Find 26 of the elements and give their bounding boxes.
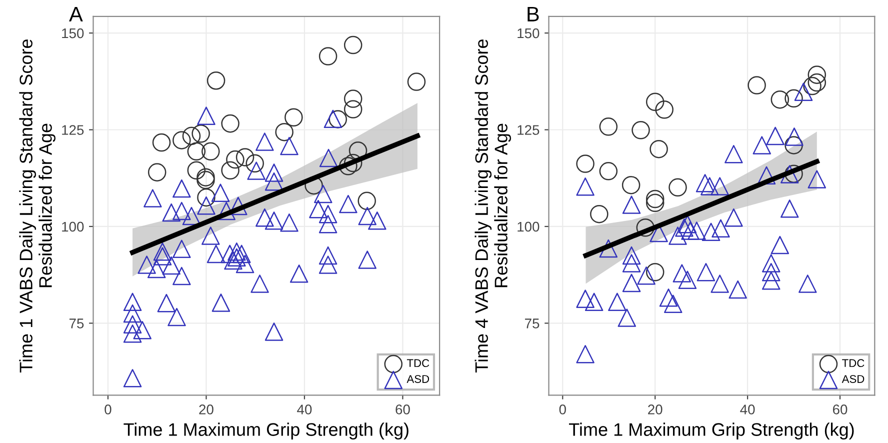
x-tick-label: 0 (104, 404, 112, 414)
chart-title: A (69, 6, 83, 22)
x-tick-label: 40 (740, 404, 755, 414)
legend-label: ASD (406, 375, 430, 383)
x-tick-label: 20 (648, 404, 662, 414)
chart-title: B (528, 6, 539, 22)
y-tick-label: 150 (62, 28, 84, 38)
legend-label: ASD (842, 375, 864, 383)
x-tick-label: 20 (199, 404, 214, 414)
y-axis-title: Time 1 VABS Daily Living Standard Score Residualized for Age (19, 39, 56, 372)
x-axis-title: Time 1 Maximum Grip Strength (kg) (569, 422, 854, 440)
x-tick-label: 0 (559, 404, 566, 414)
y-tick-label: 75 (69, 318, 84, 328)
x-tick-label: 60 (832, 404, 848, 414)
y-tick-label: 100 (62, 222, 84, 232)
y-tick-label: 150 (518, 28, 540, 38)
legend-label: TDC (406, 359, 430, 368)
y-tick-label: 100 (518, 222, 540, 232)
y-tick-label: 125 (62, 125, 84, 135)
x-tick-label: 40 (297, 404, 312, 414)
y-tick-label: 125 (518, 125, 540, 135)
x-tick-label: 60 (396, 404, 410, 414)
y-tick-label: 75 (525, 318, 540, 328)
x-axis-title: Time 1 Maximum Grip Strength (kg) (124, 422, 408, 440)
y-axis-title: Time 4 VABS Daily Living Standard Score Residualized for Age (474, 39, 512, 372)
legend-label: TDC (842, 359, 864, 368)
